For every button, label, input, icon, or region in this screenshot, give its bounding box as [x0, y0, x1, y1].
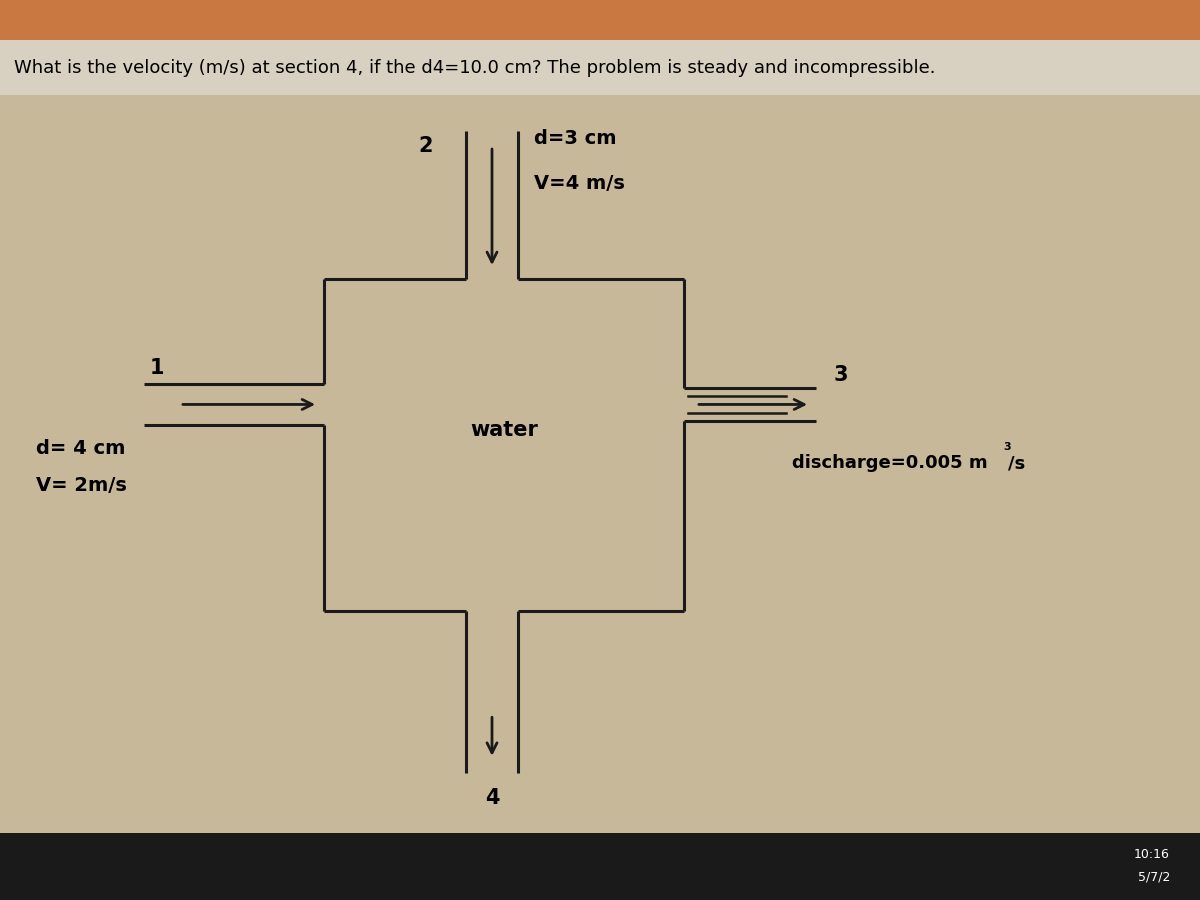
Text: What is the velocity (m/s) at section 4, if the d4=10.0 cm? The problem is stead: What is the velocity (m/s) at section 4,…: [14, 59, 936, 77]
Text: 1: 1: [150, 357, 164, 378]
Text: 2: 2: [419, 136, 433, 157]
Text: discharge=0.005 m: discharge=0.005 m: [792, 454, 988, 472]
Text: water: water: [470, 420, 538, 440]
Text: V= 2m/s: V= 2m/s: [36, 476, 127, 495]
Text: d=3 cm: d=3 cm: [534, 130, 617, 148]
Text: V=4 m/s: V=4 m/s: [534, 174, 625, 193]
Text: 5/7/2: 5/7/2: [1138, 871, 1170, 884]
Text: d= 4 cm: d= 4 cm: [36, 439, 125, 458]
Text: 3: 3: [1003, 442, 1010, 453]
Text: 4: 4: [485, 788, 499, 808]
Text: 3: 3: [834, 364, 848, 385]
Text: 10:16: 10:16: [1134, 849, 1170, 861]
Text: /s: /s: [1008, 454, 1025, 472]
